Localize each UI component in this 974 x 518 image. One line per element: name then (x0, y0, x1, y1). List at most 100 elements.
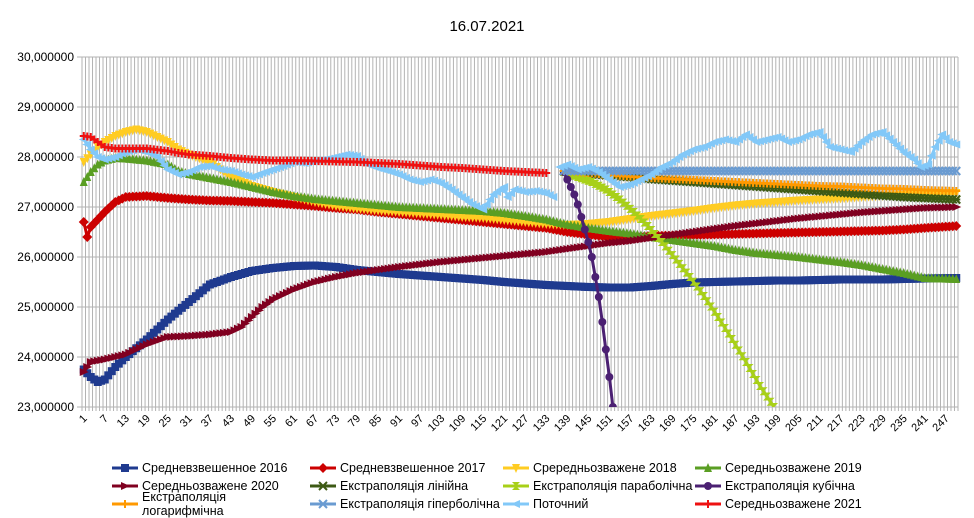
legend-item: Середньозважене 2019 (695, 461, 865, 475)
data-point (832, 166, 842, 176)
data-point (563, 175, 572, 184)
legend-label: Екстраполяція параболічна (533, 479, 693, 493)
legend-swatch-icon (112, 482, 138, 490)
data-point (348, 151, 358, 160)
legend-label: Екстраполяція кубічна (725, 479, 855, 493)
legend-item: Средневзвешенное 2017 (310, 461, 503, 475)
data-point (758, 166, 769, 176)
data-point (783, 166, 793, 176)
x-tick-label: 97 (409, 413, 426, 430)
data-point (716, 166, 727, 176)
data-point (163, 138, 172, 147)
data-point (121, 482, 130, 490)
data-point (633, 211, 642, 220)
data-point (608, 403, 617, 407)
x-tick-label: 139 (552, 413, 573, 434)
data-point (678, 166, 688, 176)
x-tick-label: 145 (573, 413, 594, 434)
data-point (828, 166, 839, 176)
data-point (807, 166, 818, 176)
data-point (891, 166, 902, 176)
data-point (786, 166, 797, 176)
data-point (895, 166, 905, 176)
x-axis-ticks: 1 7 13 19 25 31 37 43 49 55 61 67 73 79 85 91 97 103 109 11… (77, 413, 952, 434)
data-point (584, 238, 593, 246)
legend-swatch-icon (503, 482, 529, 490)
data-point (704, 482, 712, 490)
data-point (941, 166, 951, 176)
x-tick-label: 43 (220, 413, 237, 430)
legend-swatch-icon (503, 464, 529, 473)
legend-swatch-icon (695, 482, 721, 490)
data-point (874, 166, 884, 176)
data-point (580, 225, 589, 234)
data-point (625, 166, 636, 176)
data-point (318, 481, 328, 491)
y-tick-label: 29,000000 (17, 100, 74, 114)
data-point (744, 166, 755, 176)
legend-item: Поточний (503, 497, 695, 511)
data-point (863, 166, 874, 176)
data-point (709, 166, 720, 176)
data-point (499, 183, 509, 191)
x-tick-label: 151 (594, 413, 615, 434)
grid-lines (77, 56, 959, 411)
legend-label: Середньозважене 2019 (725, 461, 862, 475)
x-tick-label: 181 (699, 413, 720, 434)
data-point (814, 166, 825, 176)
x-tick-label: 193 (741, 413, 762, 434)
data-point (485, 195, 495, 204)
data-point (905, 166, 916, 176)
data-point (934, 166, 944, 176)
data-point (713, 166, 723, 176)
data-point (512, 464, 520, 473)
x-tick-label: 109 (447, 413, 468, 434)
data-point (205, 158, 214, 167)
data-point (951, 166, 961, 176)
series-12 (79, 132, 551, 177)
data-point (723, 166, 734, 176)
data-point (751, 166, 762, 176)
x-tick-label: 19 (136, 413, 153, 430)
data-point (608, 166, 618, 176)
legend-row: Середньозважене 2020 Екстраполяція лінійн… (112, 477, 872, 495)
data-point (89, 149, 99, 158)
data-point (626, 204, 635, 213)
legend-item: Срередньозважене 2018 (503, 461, 695, 475)
data-point (952, 203, 962, 211)
legend-label: Екстраполяція логарифмічна (142, 490, 227, 518)
data-point (853, 166, 863, 176)
data-point (82, 232, 93, 242)
data-point (720, 166, 730, 176)
data-point (640, 218, 649, 227)
data-point (695, 166, 706, 176)
data-point (902, 166, 912, 176)
x-tick-label: 247 (930, 413, 951, 434)
data-point (573, 200, 582, 209)
data-point (870, 166, 881, 176)
data-point (952, 274, 961, 283)
data-point (772, 166, 783, 176)
data-point (218, 166, 228, 174)
series-layer (78, 125, 962, 407)
data-point (734, 166, 744, 176)
data-point (639, 166, 650, 176)
line-chart: 23,000000 24,000000 25,000000 26,000000 27,0… (17, 50, 962, 434)
data-point (608, 190, 617, 199)
x-tick-label: 85 (367, 413, 384, 430)
data-point (888, 166, 898, 176)
legend-label: Середньозважене 2020 (142, 479, 279, 493)
data-point (511, 500, 520, 508)
data-point (842, 166, 853, 176)
data-point (926, 151, 936, 160)
data-point (615, 195, 624, 204)
data-point (811, 166, 821, 176)
legend-label: Екстраполяція гіперболічна (340, 497, 500, 511)
data-point (776, 166, 786, 176)
legend-item: Екстраполяція параболічна (503, 479, 695, 493)
data-point (121, 500, 129, 508)
data-point (601, 345, 610, 354)
data-point (933, 136, 943, 145)
data-point (152, 153, 162, 161)
data-point (104, 371, 113, 380)
